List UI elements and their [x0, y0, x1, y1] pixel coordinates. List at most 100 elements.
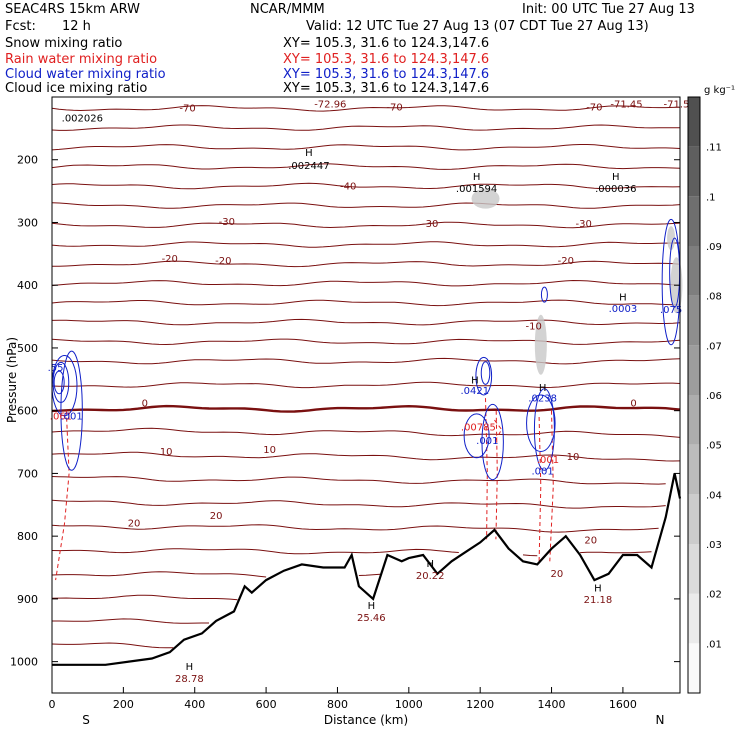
cloud-ice-shade: [471, 188, 500, 209]
isotherm-label: 0: [142, 399, 148, 410]
max-value-label: .001: [60, 412, 82, 423]
colorbar-tick-label: .02: [706, 590, 722, 601]
x-tick-label: 0: [49, 698, 56, 711]
x-axis-north: N: [656, 713, 665, 727]
colorbar-swatch: [688, 494, 700, 544]
isotherm-line: [51, 182, 681, 190]
isotherm-label: 10: [160, 447, 173, 458]
legend-snow-label: Snow mixing ratio: [5, 36, 122, 51]
cloud-water-contours: [51, 218, 681, 481]
max-value-label: .0003: [609, 304, 638, 315]
contour-labels: -70 -72.96 -70 -70 -71.45 -71.5 -40 -30 -30 -30 -2…: [48, 99, 690, 685]
max-value-label: .0238: [528, 394, 557, 405]
model-title: SEAC4RS 15km ARW: [5, 2, 140, 17]
colorbar: .01 .02 .03 .04 .05 .06 .07 .08 .09 .1 .11: [687, 96, 722, 694]
isotherm-layer: [51, 105, 681, 649]
colorbar-tick-label: .05: [706, 441, 722, 452]
max-marker: H: [619, 293, 627, 304]
cloud-water-contour: [481, 403, 504, 481]
max-marker: H: [368, 601, 376, 612]
isotherm-label: -20: [162, 254, 178, 265]
isotherm-label: 20: [210, 511, 223, 522]
y-tick-label: 200: [17, 154, 38, 167]
colorbar-tick-label: .07: [706, 341, 722, 352]
isotherm-label: 10: [567, 452, 580, 463]
isotherm-label: -30: [219, 217, 235, 228]
y-tick-label: 1000: [10, 656, 38, 669]
isotherm-label: -40: [340, 181, 356, 192]
isotherm-line: [51, 144, 681, 151]
isotherm-line: [51, 642, 174, 649]
max-value-label: .075: [660, 305, 682, 316]
max-value-label: .002026: [62, 114, 103, 125]
isotherm-label: -20: [558, 256, 574, 267]
max-value-label: .061: [50, 412, 72, 423]
y-tick-label: 900: [17, 593, 38, 606]
max-value-label: .000036: [595, 184, 636, 195]
isotherm-line: [52, 260, 681, 268]
y-axis-label: Pressure (hPa): [5, 337, 19, 423]
max-value-label: .002447: [288, 161, 329, 172]
colorbar-tick-label: .06: [706, 391, 722, 402]
y-tick-label: 300: [17, 216, 38, 229]
max-marker: H: [471, 375, 479, 386]
colorbar-tick-label: .04: [706, 490, 722, 501]
colorbar-swatch: [688, 643, 700, 693]
colorbar-swatch: [688, 295, 700, 346]
max-marker: H: [186, 662, 194, 673]
cloud-water-contour: [475, 356, 493, 396]
isotherm-label: -70: [179, 104, 195, 115]
isotherm-label: -70: [586, 102, 602, 113]
legend-rain-xy: XY= 105.3, 31.6 to 124.3,147.6: [283, 52, 489, 67]
legend-cloud-ice-label: Cloud ice mixing ratio: [5, 81, 147, 96]
isotherm-label: 10: [263, 445, 276, 456]
colorbar-tick-label: .09: [706, 242, 722, 253]
isotherm-line: [51, 279, 681, 287]
isotherm-label: -30: [422, 219, 438, 230]
max-value-label: 20.22: [416, 571, 445, 582]
colorbar-swatch: [688, 196, 700, 246]
colorbar-tick-label: .01: [706, 639, 722, 650]
plot-frame: [51, 96, 681, 694]
colorbar-tick-label: .1: [706, 192, 716, 203]
max-marker: H: [594, 584, 602, 595]
y-tick-label: 400: [17, 279, 38, 292]
rain-contours: [55, 398, 554, 581]
cloud-ice-shade: [534, 314, 547, 375]
isotherm-label: -70: [386, 102, 402, 113]
colorbar-swatch: [688, 246, 700, 296]
y-tick-label: 500: [17, 342, 38, 355]
y-tick-label: 700: [17, 467, 38, 480]
terrain-line: [52, 473, 682, 666]
max-marker: H: [612, 172, 620, 183]
max-value-label: .00785: [461, 422, 496, 433]
cloud-water-contour: [526, 394, 556, 452]
isotherm-line: [51, 299, 681, 307]
colorbar-frame: [687, 96, 701, 694]
forecast-label: Fcst:: [5, 19, 36, 34]
isotherm-line: [51, 105, 681, 112]
rain-contour: [494, 419, 503, 443]
legend-cloud-water-xy: XY= 105.3, 31.6 to 124.3,147.6: [283, 67, 489, 82]
isotherm-label: -71.5: [663, 99, 689, 110]
max-value-label: .001594: [456, 184, 497, 195]
max-value-label: 20: [551, 569, 564, 580]
isotherm-zero-line: [51, 404, 681, 413]
isotherm-line: [51, 451, 681, 462]
max-value-label: .55: [48, 363, 64, 374]
init-time: Init: 00 UTC Tue 27 Aug 13: [522, 2, 695, 17]
x-tick-label: 400: [184, 698, 205, 711]
legend-snow-xy: XY= 105.3, 31.6 to 124.3,147.6: [283, 36, 489, 51]
x-tick-label: 200: [113, 698, 134, 711]
valid-time: Valid: 12 UTC Tue 27 Aug 13 (07 CDT Tue …: [306, 19, 649, 34]
isotherm-line: [52, 618, 209, 624]
x-tick-label: 1400: [538, 698, 566, 711]
colorbar-swatch: [688, 593, 700, 644]
rain-contour: [55, 410, 70, 581]
axis-ticks: 0 200 400 600 800 1000 1200 1400 160020030040050…: [10, 154, 680, 711]
max-marker: H: [426, 559, 434, 570]
max-value-label: .0421: [461, 386, 490, 397]
colorbar-swatch: [688, 544, 700, 594]
cloud-water-contour: [53, 370, 65, 395]
isotherm-label: -72.96: [314, 99, 346, 110]
